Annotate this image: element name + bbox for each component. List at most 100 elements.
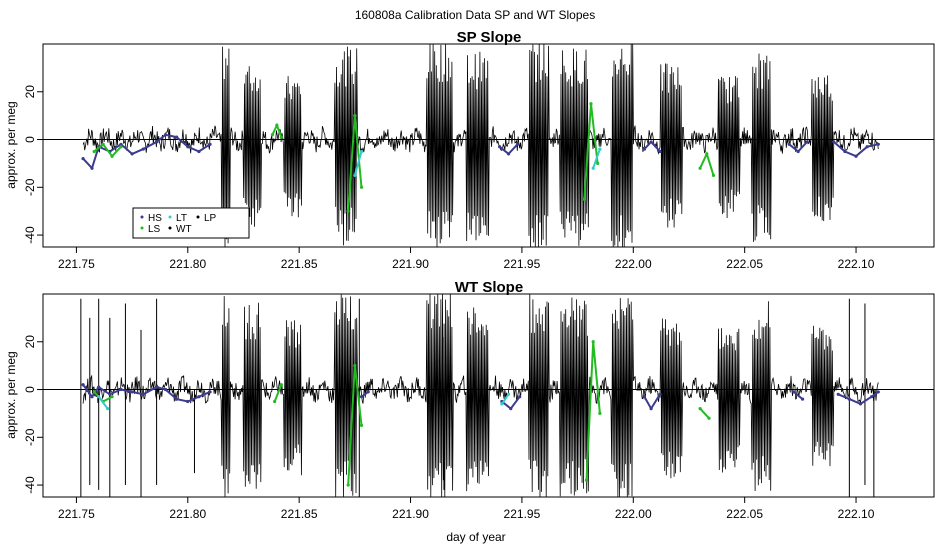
- series-point-hs: [81, 383, 85, 387]
- series-point-hs: [642, 147, 647, 151]
- series-point-hs: [130, 152, 134, 156]
- series-point-ls: [92, 390, 96, 394]
- x-tick-label: 222.00: [615, 507, 652, 521]
- x-tick-label: 222.10: [838, 257, 875, 271]
- series-line-lt: [353, 151, 363, 176]
- x-tick-label: 221.95: [504, 507, 541, 521]
- y-tick-label: 20: [23, 85, 37, 99]
- series-point-hs: [658, 149, 662, 154]
- series-point-ls: [711, 173, 716, 177]
- series-point-hs: [800, 397, 805, 401]
- legend-dot-ls: [140, 226, 144, 230]
- series-line-ls: [93, 142, 122, 158]
- series-point-hs: [787, 142, 791, 146]
- series-point-ls: [92, 149, 96, 154]
- series-point-lt: [591, 166, 595, 170]
- series-line-lt: [501, 393, 510, 405]
- wt-axes: 221.75 221.80 221.85 221.90 221.95 222.00 222.…: [23, 335, 875, 521]
- sp-slope-panel: SP Slope approx. per meg 221.75 221.80 221…: [4, 29, 935, 271]
- series-point-ls: [119, 145, 123, 149]
- sp-plot-marks: [43, 43, 934, 248]
- series-point-hs: [130, 390, 134, 394]
- x-tick-label: 221.90: [392, 257, 429, 271]
- series-point-ls: [273, 399, 277, 404]
- series-point-ls: [279, 383, 283, 387]
- series-point-hs: [876, 142, 880, 146]
- wt-trace-line: [82, 293, 879, 498]
- wt-plot-marks: [43, 293, 934, 498]
- sp-y-axis-label: approx. per meg: [4, 101, 18, 188]
- series-point-hs: [119, 387, 123, 392]
- series-point-hs: [858, 402, 863, 406]
- series-point-hs: [843, 149, 847, 154]
- y-tick-label: 0: [23, 136, 37, 143]
- series-point-hs: [208, 390, 212, 394]
- series-line-hs: [643, 393, 661, 411]
- x-tick-label: 221.75: [58, 257, 95, 271]
- series-point-ls: [591, 340, 595, 344]
- series-point-hs: [108, 392, 112, 396]
- x-tick-label: 222.05: [726, 257, 763, 271]
- legend-entry-lp: LP: [196, 213, 217, 224]
- x-axis-label: day of year: [446, 530, 505, 544]
- x-tick-label: 221.95: [504, 257, 541, 271]
- series-point-lt: [105, 407, 110, 411]
- series-line-ls: [699, 151, 715, 176]
- series-point-hs: [90, 395, 94, 399]
- series-point-hs: [141, 147, 145, 151]
- series-point-hs: [796, 149, 800, 154]
- x-tick-label: 222.05: [726, 507, 763, 521]
- series-point-ls: [598, 411, 602, 416]
- series-line-hs: [793, 391, 804, 400]
- series-point-ls: [707, 416, 711, 420]
- series-point-hs: [163, 387, 168, 392]
- legend-box: [132, 207, 250, 239]
- series-point-ls: [270, 133, 275, 137]
- legend: HS LS LT WT LP: [132, 207, 250, 239]
- series-point-hs: [197, 149, 201, 154]
- legend-label-wt: WT: [176, 224, 192, 235]
- series-point-ls: [698, 407, 702, 411]
- x-tick-label: 222.10: [838, 507, 875, 521]
- series-line-ls: [273, 384, 283, 402]
- x-tick-label: 221.90: [392, 507, 429, 521]
- y-tick-label: 0: [23, 386, 37, 393]
- legend-label-lt: LT: [176, 213, 187, 224]
- x-tick-label: 221.85: [281, 257, 318, 271]
- series-point-hs: [506, 152, 511, 156]
- series-point-hs: [518, 395, 522, 399]
- series-point-ls: [275, 123, 279, 127]
- series-point-hs: [792, 390, 796, 394]
- sp-plot-frame: [42, 43, 935, 248]
- legend-entry-wt: WT: [168, 224, 192, 235]
- legend-dot-hs: [140, 215, 144, 219]
- x-tick-label: 221.75: [58, 507, 95, 521]
- series-point-lt: [97, 395, 101, 399]
- series-point-hs: [141, 392, 145, 396]
- series-point-hs: [509, 407, 513, 411]
- y-tick-label: 20: [23, 335, 37, 349]
- wt-y-axis-label: approx. per meg: [4, 351, 18, 438]
- y-tick-label: -20: [23, 178, 37, 196]
- series-point-ls: [353, 364, 357, 368]
- y-tick-label: -40: [23, 226, 37, 244]
- series-point-ls: [359, 423, 364, 427]
- x-tick-label: 221.80: [169, 257, 206, 271]
- legend-label-lp: LP: [204, 213, 217, 224]
- series-point-ls: [110, 154, 114, 158]
- series-point-lt: [598, 147, 602, 151]
- series-point-hs: [163, 133, 168, 137]
- series-point-ls: [346, 483, 350, 487]
- series-point-hs: [836, 392, 840, 396]
- legend-entry-ls: LS: [140, 224, 161, 235]
- series-point-ls: [698, 166, 702, 170]
- series-line-ls: [699, 407, 710, 419]
- series-point-hs: [359, 395, 364, 399]
- series-point-ls: [705, 152, 709, 156]
- series-point-hs: [658, 392, 662, 396]
- series-point-ls: [346, 209, 350, 213]
- series-point-hs: [805, 140, 809, 144]
- legend-entry-hs: HS: [140, 213, 162, 224]
- series-point-ls: [582, 197, 586, 201]
- series-point-hs: [197, 395, 201, 399]
